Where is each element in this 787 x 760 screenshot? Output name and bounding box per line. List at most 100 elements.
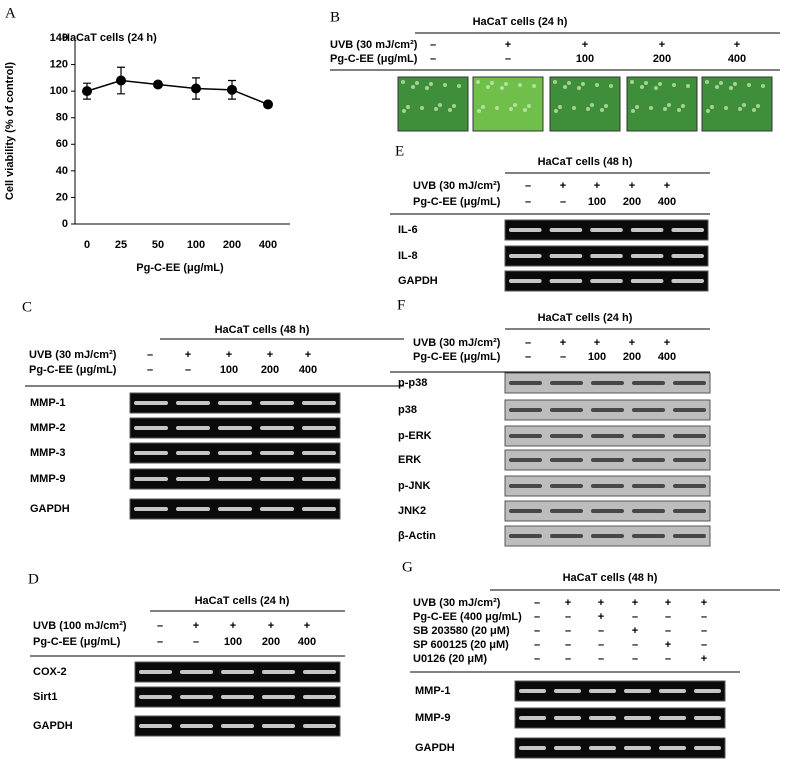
- condition-cell: –: [147, 349, 153, 361]
- x-tick-label: 0: [84, 239, 90, 251]
- cell-spot: [518, 83, 522, 87]
- band: [176, 451, 210, 455]
- condition-cell: –: [185, 364, 191, 376]
- band: [221, 670, 254, 674]
- band: [671, 279, 704, 283]
- band: [509, 408, 542, 412]
- band: [590, 254, 623, 258]
- y-tick-label: 60: [56, 138, 68, 150]
- blot-label: MMP-9: [30, 473, 65, 485]
- band: [630, 254, 664, 258]
- condition-cell: –: [598, 653, 604, 665]
- band: [519, 689, 546, 693]
- condition-label: Pg-C-EE (μg/mL): [29, 364, 117, 376]
- cell-spot: [513, 103, 517, 107]
- data-point: [263, 99, 273, 110]
- band: [176, 401, 210, 405]
- band: [134, 451, 168, 455]
- blot-label: GAPDH: [398, 275, 438, 287]
- band: [302, 451, 336, 455]
- condition-cell: –: [525, 351, 531, 363]
- band: [550, 381, 583, 385]
- band: [218, 401, 252, 405]
- band: [550, 509, 583, 513]
- band: [673, 408, 706, 412]
- blot-label: MMP-2: [30, 422, 65, 434]
- cell-spot: [630, 80, 634, 84]
- condition-cell: –: [560, 196, 566, 208]
- band: [218, 477, 252, 481]
- condition-cell: –: [525, 180, 531, 192]
- cell-spot: [490, 81, 494, 85]
- cell-spot: [563, 85, 567, 89]
- blot-label: IL-6: [398, 224, 418, 236]
- cell-spot: [411, 85, 415, 89]
- cell-spot: [609, 84, 613, 88]
- condition-cell: +: [734, 39, 740, 51]
- band: [303, 724, 336, 728]
- condition-cell: –: [632, 639, 638, 651]
- data-point: [116, 75, 126, 86]
- condition-cell: –: [534, 625, 540, 637]
- cell-spot: [527, 104, 531, 108]
- band: [260, 451, 294, 455]
- blot-label: ERK: [398, 454, 421, 466]
- y-tick-label: 120: [50, 58, 68, 70]
- cell-spot: [761, 84, 765, 88]
- band: [549, 254, 583, 258]
- band: [509, 228, 542, 232]
- band: [659, 746, 686, 750]
- data-point: [82, 86, 92, 97]
- condition-cell: –: [193, 636, 199, 648]
- band: [673, 509, 706, 513]
- band: [589, 689, 616, 693]
- cell-spot: [523, 108, 527, 112]
- band: [591, 458, 624, 462]
- band: [632, 484, 665, 488]
- band: [509, 279, 542, 283]
- cell-spot: [532, 84, 536, 88]
- band: [302, 477, 336, 481]
- cell-spot: [448, 108, 452, 112]
- condition-cell: +: [582, 39, 588, 51]
- condition-cell: –: [565, 639, 571, 651]
- cell-spot: [452, 104, 456, 108]
- cell-spot: [705, 80, 709, 84]
- cell-spot: [667, 103, 671, 107]
- band: [509, 254, 542, 258]
- cell-spot: [581, 82, 585, 86]
- blot: [514, 707, 726, 729]
- condition-label: SP 600125 (20 μM): [413, 639, 509, 651]
- cell-spot: [577, 86, 581, 90]
- band: [630, 279, 664, 283]
- band: [671, 254, 704, 258]
- condition-cell: +: [594, 180, 600, 192]
- condition-label: Pg-C-EE (μg/mL): [413, 196, 501, 208]
- band: [673, 434, 706, 438]
- cell-spot: [554, 109, 558, 113]
- y-tick-label: 100: [50, 85, 68, 97]
- band: [180, 695, 213, 699]
- band: [590, 279, 623, 283]
- blot-label: p-JNK: [398, 480, 430, 492]
- cell-spot: [672, 83, 676, 87]
- condition-cell: –: [525, 337, 531, 349]
- micrograph: [701, 76, 773, 132]
- cell-spot: [649, 106, 653, 110]
- data-line: [86, 79, 269, 106]
- condition-cell: +: [598, 597, 604, 609]
- panel-title: HaCaT cells (24 h): [538, 312, 633, 324]
- band: [218, 507, 252, 511]
- condition-cell: –: [665, 653, 671, 665]
- condition-cell: +: [505, 39, 511, 51]
- band: [176, 426, 210, 430]
- condition-cell: –: [598, 625, 604, 637]
- band: [180, 724, 213, 728]
- band: [673, 484, 706, 488]
- panel-letter: A: [5, 5, 16, 21]
- band: [134, 477, 168, 481]
- band: [624, 746, 651, 750]
- band: [260, 401, 294, 405]
- band: [509, 484, 542, 488]
